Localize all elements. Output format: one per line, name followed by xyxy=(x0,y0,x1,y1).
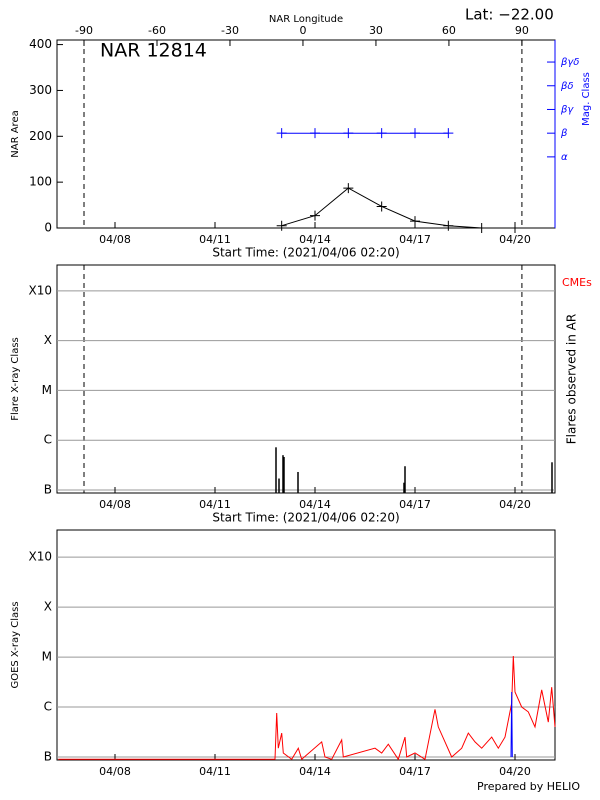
point-marker xyxy=(443,220,454,231)
x-tick-label: 04/08 xyxy=(99,498,131,511)
series-line xyxy=(281,187,515,229)
plot-frame xyxy=(56,39,556,229)
x-tick-label: 04/17 xyxy=(399,233,431,246)
x-tick-label: 04/11 xyxy=(199,498,231,511)
x2-tick-label: -30 xyxy=(221,24,239,37)
y-tick-label: 400 xyxy=(29,37,52,51)
footer: Prepared by HELIO xyxy=(477,780,580,793)
y-tick-label: 100 xyxy=(29,175,52,189)
x2-tick-label: -90 xyxy=(75,24,93,37)
y-tick-label: 0 xyxy=(44,221,52,235)
annotation: CMEs xyxy=(562,276,592,289)
y-tick-label: X xyxy=(44,600,52,614)
y-tick-label: C xyxy=(44,700,52,714)
x2-tick-label: 30 xyxy=(369,24,383,37)
point-marker xyxy=(310,128,320,139)
x-tick-label: 04/14 xyxy=(299,233,331,246)
chart-title: NAR 12814 xyxy=(100,40,207,62)
plot-frame xyxy=(56,264,556,494)
x-tick-label: 04/11 xyxy=(199,765,231,778)
y2-axis-label: Mag. Class xyxy=(581,72,592,126)
annotation: Lat: −22.00 xyxy=(465,6,554,24)
y-tick-label: B xyxy=(44,482,52,496)
y-axis-label: NAR Area xyxy=(10,110,21,157)
y-tick-label: 200 xyxy=(29,129,52,143)
x-tick-label: 04/14 xyxy=(299,498,331,511)
y-axis-label: GOES X-ray Class xyxy=(10,601,21,688)
x2-tick-label: -60 xyxy=(148,24,166,37)
x2-tick-label: 60 xyxy=(442,24,456,37)
point-marker xyxy=(276,220,287,231)
y-tick-label: M xyxy=(42,383,52,397)
point-marker xyxy=(343,183,354,194)
point-marker xyxy=(410,216,420,227)
x-tick-label: 04/20 xyxy=(499,498,531,511)
y2-tick-label: βγ xyxy=(560,104,574,115)
point-marker xyxy=(343,128,354,139)
y-tick-label: M xyxy=(42,650,52,664)
x-tick-label: 04/20 xyxy=(499,765,531,778)
point-marker xyxy=(510,223,520,233)
point-marker xyxy=(276,128,287,139)
plot-frame xyxy=(56,529,556,761)
series-line xyxy=(510,691,513,758)
y-tick-label: X10 xyxy=(29,283,53,297)
y-axis-label: Flare X-ray Class xyxy=(10,337,21,421)
point-marker xyxy=(376,128,387,139)
x-tick-label: 04/11 xyxy=(199,233,231,246)
y-tick-label: X10 xyxy=(29,550,53,564)
point-marker xyxy=(443,128,454,139)
x-tick-label: 04/14 xyxy=(299,765,331,778)
y-tick-label: X xyxy=(44,333,52,347)
point-marker xyxy=(376,201,387,212)
point-marker xyxy=(476,223,487,233)
y2-tick-label: β xyxy=(560,128,568,139)
x-tick-label: 04/08 xyxy=(99,233,131,246)
y2-axis-label: Flares observed in AR xyxy=(565,314,579,444)
x2-tick-label: 0 xyxy=(299,24,306,37)
y2-tick-label: α xyxy=(561,152,568,163)
y2-tick-label: βγδ xyxy=(560,57,579,68)
point-marker xyxy=(410,128,420,139)
y2-tick-label: βδ xyxy=(560,81,574,92)
series-line xyxy=(58,655,556,761)
x-tick-label: 04/17 xyxy=(399,765,431,778)
y-tick-label: B xyxy=(44,749,52,763)
x-tick-label: 04/08 xyxy=(99,765,131,778)
y-tick-label: 300 xyxy=(29,83,52,97)
x-tick-label: 04/17 xyxy=(399,498,431,511)
x2-axis-label: NAR Longitude xyxy=(269,14,343,25)
y-tick-label: C xyxy=(44,433,52,447)
x-axis-label: Start Time: (2021/04/06 02:20) xyxy=(212,246,399,260)
x-tick-label: 04/20 xyxy=(499,233,531,246)
x-axis-label: Start Time: (2021/04/06 02:20) xyxy=(212,511,399,525)
point-marker xyxy=(310,210,320,221)
x2-tick-label: 90 xyxy=(515,24,529,37)
